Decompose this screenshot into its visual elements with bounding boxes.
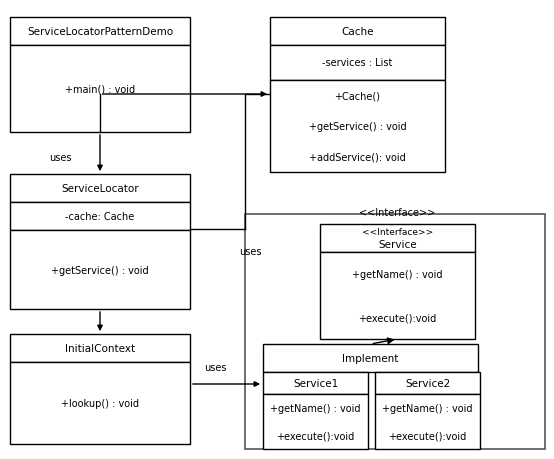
- Text: ServiceLocator: ServiceLocator: [61, 184, 139, 194]
- Bar: [10, 174, 190, 202]
- Text: +getService() : void: +getService() : void: [51, 265, 149, 275]
- Bar: [270, 81, 445, 173]
- Text: uses: uses: [49, 153, 71, 162]
- Text: +getName() : void: +getName() : void: [270, 403, 361, 413]
- Text: uses: uses: [204, 362, 226, 372]
- Text: Service: Service: [378, 240, 417, 250]
- Bar: [320, 224, 475, 252]
- Bar: [270, 46, 445, 81]
- Bar: [10, 46, 190, 133]
- Text: +lookup() : void: +lookup() : void: [61, 398, 139, 408]
- Bar: [10, 230, 190, 309]
- Text: +addService(): void: +addService(): void: [309, 152, 406, 162]
- Text: +getService() : void: +getService() : void: [309, 122, 406, 132]
- Bar: [375, 394, 480, 449]
- Bar: [263, 344, 478, 372]
- Bar: [263, 372, 368, 394]
- Text: +getName() : void: +getName() : void: [352, 269, 443, 279]
- Text: InitialContext: InitialContext: [65, 343, 135, 353]
- Text: <<Interface>>: <<Interface>>: [362, 228, 433, 237]
- Bar: [10, 202, 190, 230]
- Bar: [270, 18, 445, 46]
- Text: Implement: Implement: [342, 353, 399, 363]
- Bar: [375, 372, 480, 394]
- Bar: [320, 252, 475, 339]
- Text: +main() : void: +main() : void: [65, 84, 135, 94]
- Bar: [10, 18, 190, 46]
- Bar: [10, 362, 190, 444]
- Text: +Cache(): +Cache(): [335, 91, 381, 101]
- Text: Cache: Cache: [341, 27, 374, 37]
- Text: +getName() : void: +getName() : void: [382, 403, 473, 413]
- Text: -services : List: -services : List: [322, 58, 393, 68]
- Bar: [245, 214, 545, 449]
- Text: <<Interface>>: <<Interface>>: [360, 207, 435, 218]
- Text: Service1: Service1: [293, 378, 338, 388]
- Text: Service2: Service2: [405, 378, 450, 388]
- Bar: [263, 394, 368, 449]
- Bar: [10, 334, 190, 362]
- Text: -cache: Cache: -cache: Cache: [65, 212, 135, 222]
- Text: uses: uses: [239, 246, 261, 257]
- Text: +execute():void: +execute():void: [388, 431, 466, 440]
- Text: +execute():void: +execute():void: [276, 431, 355, 440]
- Text: ServiceLocatorPatternDemo: ServiceLocatorPatternDemo: [27, 27, 173, 37]
- Text: +execute():void: +execute():void: [358, 313, 437, 323]
